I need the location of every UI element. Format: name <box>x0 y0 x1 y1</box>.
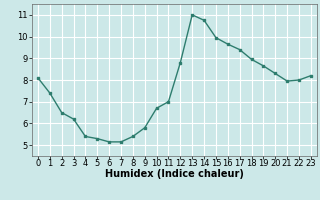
X-axis label: Humidex (Indice chaleur): Humidex (Indice chaleur) <box>105 169 244 179</box>
